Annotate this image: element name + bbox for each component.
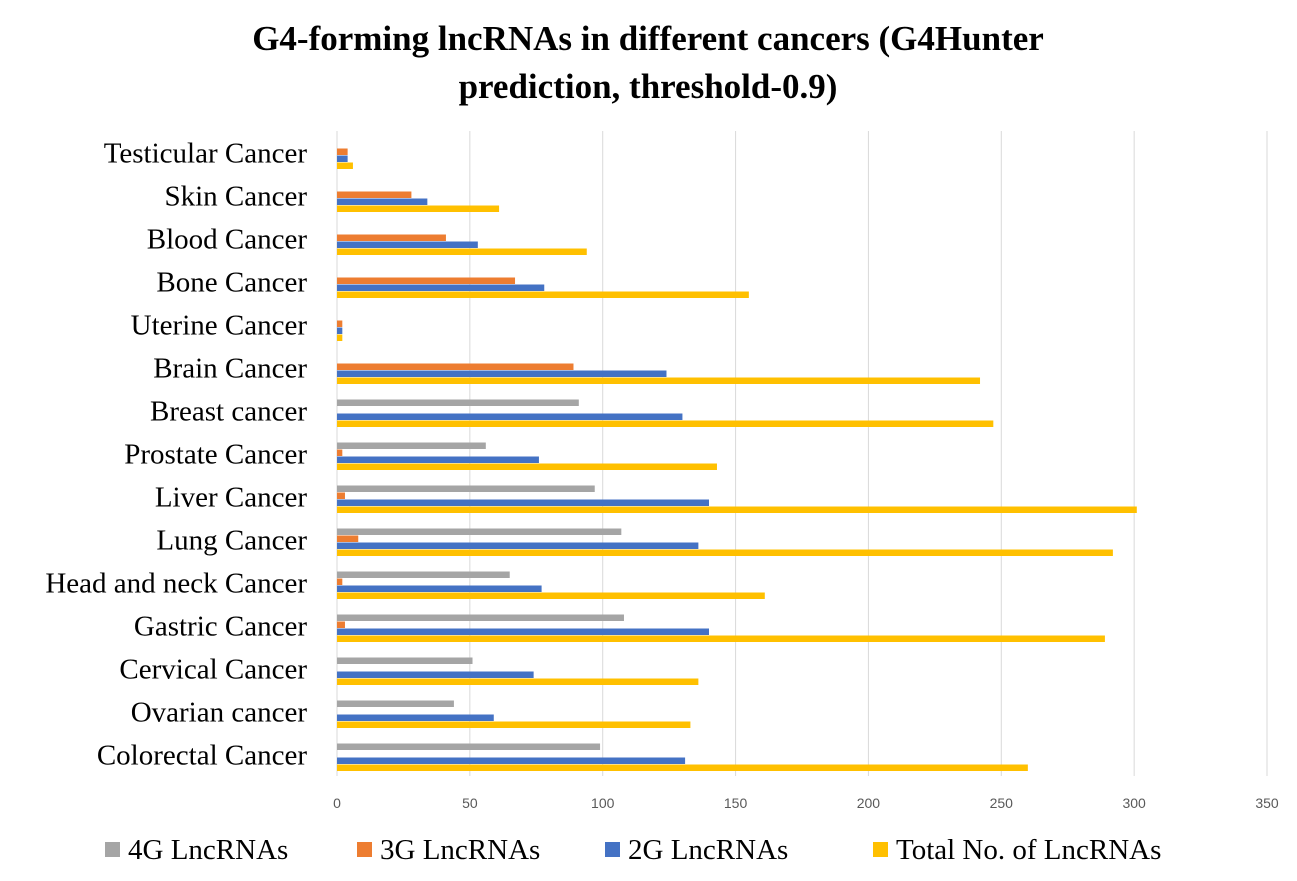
x-tick-label: 150 [724, 795, 748, 811]
bars [337, 148, 1137, 771]
category-label: Ovarian cancer [131, 697, 308, 729]
category-label: Breast cancer [150, 396, 307, 428]
bar-2g-lncrnas [337, 542, 699, 549]
bar-2g-lncrnas [337, 671, 534, 678]
category-label: Gastric Cancer [134, 611, 307, 643]
bar-total-no-of-lncrnas [337, 764, 1028, 771]
x-tick-label: 350 [1255, 795, 1279, 811]
x-tick-label: 50 [462, 795, 478, 811]
legend-label: Total No. of LncRNAs [896, 834, 1161, 866]
bar-2g-lncrnas [337, 757, 686, 764]
bar-total-no-of-lncrnas [337, 721, 691, 728]
bar-2g-lncrnas [337, 198, 428, 205]
bar-total-no-of-lncrnas [337, 377, 981, 384]
bar-3g-lncrnas [337, 449, 343, 456]
chart-title-line-2: prediction, threshold-0.9) [459, 67, 838, 106]
category-label: Blood Cancer [147, 224, 308, 256]
bar-total-no-of-lncrnas [337, 205, 500, 212]
bar-2g-lncrnas [337, 714, 494, 721]
bar-4g-lncrnas [337, 657, 473, 664]
category-label: Lung Cancer [156, 525, 307, 557]
bar-4g-lncrnas [337, 614, 624, 621]
category-label: Liver Cancer [155, 482, 308, 514]
gridlines [336, 131, 1268, 776]
bar-2g-lncrnas [337, 241, 478, 248]
legend: 4G LncRNAs 3G LncRNAs 2G LncRNAs Total No. … [105, 834, 1161, 866]
bar-4g-lncrnas [337, 528, 622, 535]
legend-label: 2G LncRNAs [628, 834, 788, 866]
bar-3g-lncrnas [337, 148, 348, 155]
bar-total-no-of-lncrnas [337, 506, 1137, 513]
bar-3g-lncrnas [337, 535, 359, 542]
bar-4g-lncrnas [337, 571, 510, 578]
bar-3g-lncrnas [337, 191, 412, 198]
x-tick-label: 300 [1122, 795, 1146, 811]
category-label: Skin Cancer [164, 181, 307, 213]
bar-total-no-of-lncrnas [337, 291, 749, 298]
x-axis-tick-labels: 0 50 100 150 200 250 300 350 [333, 795, 1279, 811]
legend-swatch [605, 842, 620, 857]
category-label: Cervical Cancer [119, 654, 307, 686]
x-tick-label: 250 [990, 795, 1014, 811]
bar-2g-lncrnas [337, 585, 542, 592]
chart-title: G4-forming lncRNAs in different cancers … [252, 19, 1044, 106]
bar-3g-lncrnas [337, 492, 345, 499]
category-label: Uterine Cancer [131, 310, 308, 342]
x-tick-label: 200 [857, 795, 881, 811]
bar-total-no-of-lncrnas [337, 463, 717, 470]
category-label: Brain Cancer [153, 353, 307, 385]
bar-total-no-of-lncrnas [337, 635, 1105, 642]
bar-3g-lncrnas [337, 363, 574, 370]
bar-4g-lncrnas [337, 743, 601, 750]
bar-3g-lncrnas [337, 621, 345, 628]
bar-total-no-of-lncrnas [337, 592, 765, 599]
bar-2g-lncrnas [337, 413, 683, 420]
category-label: Testicular Cancer [104, 138, 308, 170]
bar-3g-lncrnas [337, 320, 343, 327]
bar-3g-lncrnas [337, 277, 516, 284]
legend-label: 3G LncRNAs [380, 834, 540, 866]
bar-total-no-of-lncrnas [337, 162, 353, 169]
bar-4g-lncrnas [337, 399, 579, 406]
bar-2g-lncrnas [337, 456, 539, 463]
bar-4g-lncrnas [337, 700, 454, 707]
bar-2g-lncrnas [337, 628, 709, 635]
bar-3g-lncrnas [337, 578, 343, 585]
bar-4g-lncrnas [337, 485, 595, 492]
legend-swatch [357, 842, 372, 857]
category-label: Bone Cancer [156, 267, 307, 299]
bar-total-no-of-lncrnas [337, 549, 1113, 556]
legend-label: 4G LncRNAs [128, 834, 288, 866]
bar-2g-lncrnas [337, 155, 348, 162]
bar-4g-lncrnas [337, 442, 486, 449]
bar-total-no-of-lncrnas [337, 248, 587, 255]
category-label: Head and neck Cancer [45, 568, 307, 600]
bar-total-no-of-lncrnas [337, 334, 343, 341]
bar-3g-lncrnas [337, 234, 446, 241]
bar-2g-lncrnas [337, 284, 545, 291]
bar-2g-lncrnas [337, 327, 343, 334]
legend-swatch [105, 842, 120, 857]
bar-2g-lncrnas [337, 370, 667, 377]
chart-title-line-1: G4-forming lncRNAs in different cancers … [252, 19, 1044, 58]
category-labels: Testicular Cancer Skin Cancer Blood Cancer… [45, 138, 307, 772]
category-label: Colorectal Cancer [97, 740, 307, 772]
legend-swatch [873, 842, 888, 857]
x-tick-label: 100 [591, 795, 615, 811]
bar-2g-lncrnas [337, 499, 709, 506]
bar-total-no-of-lncrnas [337, 678, 699, 685]
x-tick-label: 0 [333, 795, 341, 811]
category-label: Prostate Cancer [124, 439, 307, 471]
bar-total-no-of-lncrnas [337, 420, 994, 427]
